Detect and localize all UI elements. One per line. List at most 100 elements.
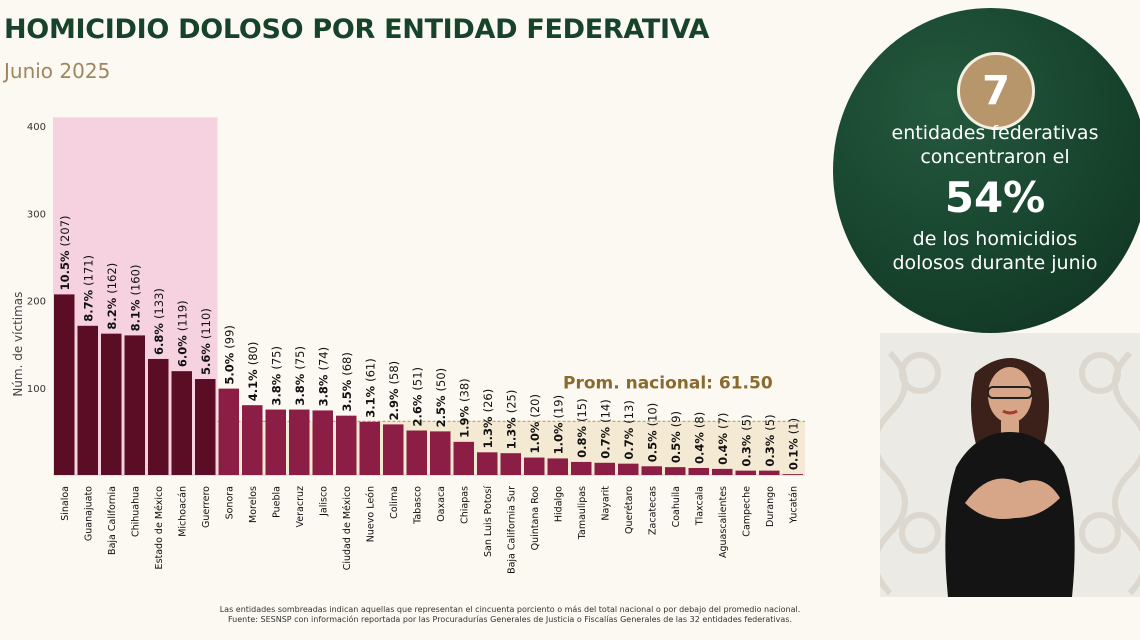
bar xyxy=(712,468,733,475)
data-label: 3.8% (75) xyxy=(269,346,283,406)
average-label: Prom. nacional: 61.50 xyxy=(563,374,773,394)
data-label: 0.5% (10) xyxy=(645,403,659,463)
interpreter-image xyxy=(880,333,1140,597)
data-label-count: (110) xyxy=(199,308,213,339)
x-tick-label: Tabasco xyxy=(412,486,423,525)
data-label-percent: 0.4% xyxy=(692,428,706,464)
data-label-percent: 0.3% xyxy=(739,431,753,467)
x-tick-label: Durango xyxy=(765,486,776,527)
data-label: 4.1% (80) xyxy=(246,342,260,402)
data-label-percent: 3.8% xyxy=(293,370,307,406)
bar xyxy=(124,335,145,475)
x-tick-label: Sinaloa xyxy=(60,486,71,521)
data-label-percent: 8.2% xyxy=(105,294,119,330)
data-label: 0.3% (5) xyxy=(763,414,777,466)
summary-line-4: dolosos durante junio xyxy=(892,252,1098,274)
data-label-percent: 0.5% xyxy=(669,427,683,463)
bar xyxy=(54,294,75,475)
data-label-count: (26) xyxy=(481,389,495,413)
data-label-count: (50) xyxy=(434,368,448,392)
bar xyxy=(312,410,333,475)
data-label: 3.8% (75) xyxy=(293,346,307,406)
bar xyxy=(688,468,709,475)
bar xyxy=(171,371,192,475)
x-tick-label: San Luis Potosí xyxy=(483,486,494,557)
data-label: 1.3% (26) xyxy=(481,389,495,449)
data-label: 0.5% (9) xyxy=(669,411,683,463)
x-tick-label: Baja California xyxy=(107,486,118,555)
footnote-line-2: Fuente: SESNSP con información reportada… xyxy=(227,615,793,624)
data-label-count: (75) xyxy=(293,346,307,370)
x-tick-label: Jalisco xyxy=(318,486,329,517)
data-label: 1.0% (19) xyxy=(551,395,565,455)
summary-text-top: entidades federativas concentraron el xyxy=(860,121,1130,169)
x-tick-label: Morelos xyxy=(248,486,259,523)
bar xyxy=(524,457,545,475)
data-label-count: (38) xyxy=(457,378,471,402)
y-tick-label: 200 xyxy=(27,297,46,308)
bar xyxy=(218,388,239,475)
y-tick-label: 400 xyxy=(27,122,46,133)
data-label: 0.3% (5) xyxy=(739,414,753,466)
sign-language-interpreter-video xyxy=(880,333,1140,597)
data-label-percent: 8.7% xyxy=(81,286,95,322)
bar xyxy=(77,325,98,475)
data-label: 6.8% (133) xyxy=(152,288,166,355)
data-label-count: (8) xyxy=(692,412,706,428)
data-label-count: (7) xyxy=(716,413,730,429)
summary-number: 7 xyxy=(957,52,1035,130)
data-label-count: (207) xyxy=(58,216,72,247)
bar xyxy=(500,453,521,475)
data-label-percent: 6.0% xyxy=(175,331,189,367)
x-tick-label: Estado de México xyxy=(154,486,165,570)
x-tick-label: Veracruz xyxy=(295,486,306,527)
data-label-percent: 0.8% xyxy=(575,422,589,458)
x-tick-label: Guerrero xyxy=(201,486,212,528)
x-tick-label: Yucatán xyxy=(788,486,799,524)
bar xyxy=(665,467,686,475)
bar xyxy=(336,415,357,475)
data-label-count: (5) xyxy=(739,414,753,430)
bar xyxy=(453,441,474,475)
data-label-count: (160) xyxy=(128,265,142,296)
data-label-count: (15) xyxy=(575,398,589,422)
y-tick-label: 300 xyxy=(27,209,46,220)
data-label-count: (51) xyxy=(410,367,424,391)
data-label: 2.6% (51) xyxy=(410,367,424,427)
x-tick-label: Tlaxcala xyxy=(694,486,705,526)
bar xyxy=(406,430,427,475)
bar xyxy=(547,458,568,475)
bar xyxy=(289,409,310,475)
data-label-count: (74) xyxy=(316,347,330,371)
summary-line-2: concentraron el xyxy=(920,146,1070,168)
page-subtitle: Junio 2025 xyxy=(4,59,111,83)
data-label-count: (1) xyxy=(786,418,800,434)
data-label-count: (171) xyxy=(81,255,95,286)
x-tick-label: Campeche xyxy=(741,486,752,537)
data-label: 0.4% (8) xyxy=(692,412,706,464)
data-label-percent: 3.1% xyxy=(363,382,377,418)
data-label: 0.7% (14) xyxy=(598,399,612,459)
data-label: 0.4% (7) xyxy=(716,413,730,465)
bar-chart: Prom. nacional: 61.50 100 200 300 400 Núm. de… xyxy=(11,117,805,574)
bar xyxy=(359,421,380,475)
bar xyxy=(195,379,216,475)
bar xyxy=(618,463,639,475)
bar xyxy=(571,461,592,475)
data-label-percent: 0.7% xyxy=(622,424,636,460)
x-tick-label: Zacatecas xyxy=(647,486,658,535)
data-label: 1.9% (38) xyxy=(457,378,471,438)
x-tick-label: Nuevo León xyxy=(365,486,376,542)
data-label-count: (20) xyxy=(528,394,542,418)
x-tick-label: Oaxaca xyxy=(436,486,447,522)
bar xyxy=(148,358,169,475)
summary-text-bottom: de los homicidios dolosos durante junio xyxy=(860,227,1130,275)
data-label-count: (13) xyxy=(622,400,636,424)
x-tick-label: Nayarit xyxy=(600,486,611,521)
x-tick-label: Quintana Roo xyxy=(530,486,541,551)
data-label-count: (80) xyxy=(246,342,260,366)
data-label: 2.9% (58) xyxy=(387,361,401,421)
data-label-count: (58) xyxy=(387,361,401,385)
x-tick-label: Querétaro xyxy=(624,486,635,534)
x-tick-label: Tamaulipas xyxy=(577,486,588,540)
